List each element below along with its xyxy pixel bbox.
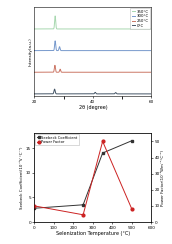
Line: 250°C: 250°C: [34, 65, 151, 72]
Legend: Seebeck Coefficient, Power Factor: Seebeck Coefficient, Power Factor: [35, 134, 79, 145]
0°C: [137, 92, 139, 95]
Seebeck Coefficient: [82, 203, 84, 206]
0°C: [47, 92, 49, 95]
350°C: [78, 28, 80, 30]
0°C: [148, 92, 150, 95]
350°C: [83, 28, 85, 30]
Y-axis label: Seebeck Coefficient(10⁻³V °C⁻¹): Seebeck Coefficient(10⁻³V °C⁻¹): [20, 146, 24, 209]
350°C: [150, 28, 152, 30]
250°C: [54, 64, 56, 67]
300°C: [47, 49, 49, 52]
Power Factor: [131, 208, 133, 211]
X-axis label: 2θ (degree): 2θ (degree): [79, 105, 107, 110]
350°C: [47, 28, 49, 30]
Seebeck Coefficient: [131, 139, 133, 142]
0°C: [78, 92, 80, 95]
250°C: [54, 64, 56, 67]
0°C: [83, 92, 85, 95]
0°C: [150, 92, 152, 95]
300°C: [150, 49, 152, 52]
350°C: [148, 28, 150, 30]
300°C: [54, 39, 56, 42]
300°C: [33, 49, 35, 52]
Y-axis label: Intensity(a.u.): Intensity(a.u.): [29, 37, 33, 66]
350°C: [136, 28, 138, 30]
Y-axis label: Power Factor(10⁻³Wm⁻¹°C⁻²): Power Factor(10⁻³Wm⁻¹°C⁻²): [162, 150, 165, 206]
350°C: [54, 19, 56, 22]
250°C: [136, 71, 138, 74]
Line: 300°C: 300°C: [34, 41, 151, 51]
0°C: [33, 92, 35, 95]
300°C: [148, 49, 150, 52]
300°C: [136, 49, 138, 52]
0°C: [136, 92, 138, 95]
Line: 0°C: 0°C: [34, 89, 151, 94]
X-axis label: Selenization Temperature (°C): Selenization Temperature (°C): [56, 231, 130, 236]
Line: 350°C: 350°C: [34, 16, 151, 29]
Power Factor: [102, 140, 104, 143]
350°C: [33, 28, 35, 30]
Legend: 350°C, 300°C, 250°C, 0°C: 350°C, 300°C, 250°C, 0°C: [130, 9, 150, 29]
0°C: [54, 88, 56, 91]
Seebeck Coefficient: [102, 152, 104, 154]
300°C: [54, 43, 56, 46]
300°C: [83, 49, 85, 52]
Line: Seebeck Coefficient: Seebeck Coefficient: [33, 139, 133, 210]
250°C: [47, 71, 49, 74]
0°C: [53, 88, 56, 91]
250°C: [78, 71, 80, 74]
Power Factor: [33, 204, 35, 207]
250°C: [33, 71, 35, 74]
Line: Power Factor: Power Factor: [33, 140, 133, 216]
250°C: [83, 71, 85, 74]
Seebeck Coefficient: [33, 207, 35, 210]
350°C: [54, 14, 56, 17]
300°C: [78, 49, 80, 52]
250°C: [148, 71, 150, 74]
Power Factor: [82, 213, 84, 216]
250°C: [150, 71, 152, 74]
